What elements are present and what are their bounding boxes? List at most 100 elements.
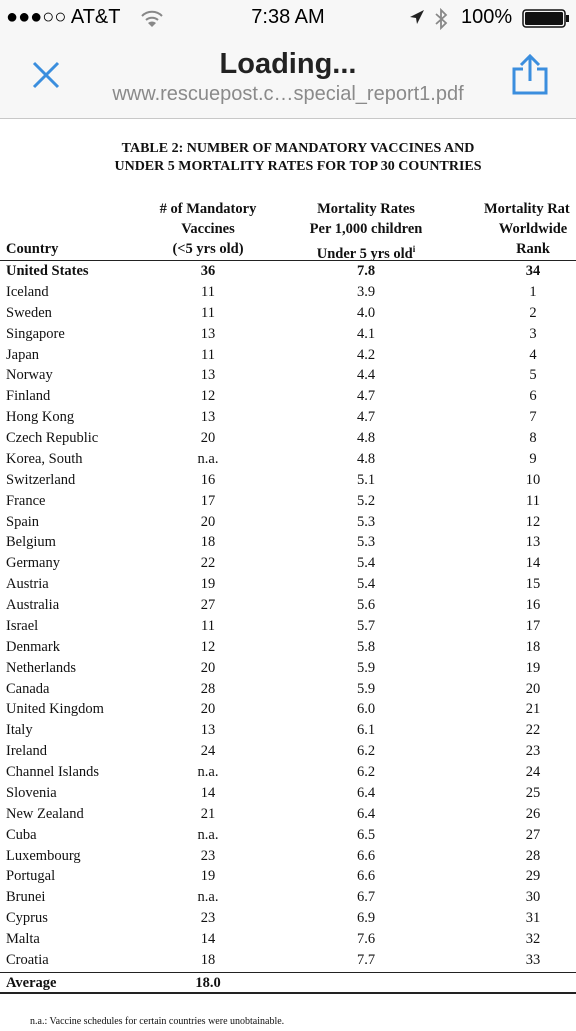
carrier: ●●●○○ AT&T [6, 6, 121, 28]
table-cell: 20 [200, 701, 216, 718]
table-cell: 17 [525, 617, 541, 634]
table-cell: 19 [525, 659, 541, 676]
table-cell: 4.7 [356, 388, 376, 405]
country: Portugal [6, 868, 56, 885]
column-header: Under 5 yrs oldi [316, 244, 416, 262]
country: Croatia [6, 952, 49, 968]
table-cell: 29 [525, 868, 541, 885]
table-cell: 4.0 [356, 304, 376, 321]
table-cell: 5.6 [356, 597, 376, 614]
rule [0, 992, 576, 994]
share-button[interactable] [510, 54, 550, 96]
country: Australia [6, 597, 60, 614]
table-cell: 20 [525, 680, 541, 697]
column-header: Vaccines [181, 221, 235, 237]
table-cell: 4.1 [356, 325, 376, 342]
table-cell: 24 [525, 764, 541, 781]
column-header: Worldwide [498, 221, 568, 237]
country: Cyprus [6, 910, 48, 927]
table-cell: 6 [529, 388, 537, 405]
column-header: Mortality Rat [484, 201, 570, 217]
country: United Kingdom [6, 701, 104, 718]
table-cell: 21 [525, 701, 541, 718]
country: Finland [6, 388, 51, 405]
table-cell: 22 [200, 555, 216, 572]
table-cell: n.a. [197, 826, 219, 843]
wifi-icon [141, 10, 163, 27]
table-cell: 7.7 [356, 952, 376, 968]
column-header: Rank [516, 241, 550, 257]
table-cell: 12 [200, 388, 216, 405]
country: Netherlands [6, 659, 77, 676]
country: Slovenia [6, 784, 57, 801]
table-cell: 25 [525, 784, 541, 801]
country: Switzerland [6, 471, 76, 488]
browser-chrome: ●●●○○ AT&T 7:38 AM 100% Loading... www.r… [0, 0, 576, 119]
country: Japan [6, 346, 40, 363]
url: www.rescuepost.c…special_report1.pdf [112, 83, 464, 105]
column-header: Per 1,000 children [309, 221, 423, 237]
table-cell: 7.6 [356, 931, 376, 948]
table-cell: 6.2 [356, 743, 376, 760]
country: Belgium [6, 534, 56, 551]
table-cell: 33 [525, 952, 541, 968]
table-cell: 27 [525, 826, 541, 843]
clock: 7:38 AM [251, 6, 325, 28]
country: Singapore [6, 325, 65, 342]
country: Malta [6, 931, 40, 948]
table-cell: 6.9 [356, 910, 376, 927]
table-cell: 7.8 [356, 263, 376, 279]
table-cell: 15 [525, 576, 541, 593]
table-cell: 1 [529, 283, 537, 300]
table-cell: 4.4 [356, 367, 376, 384]
country: Ireland [6, 743, 48, 760]
table-cell: 36 [200, 263, 216, 279]
rule [0, 260, 576, 261]
table-title: TABLE 2: NUMBER OF MANDATORY VACCINES AN… [121, 141, 475, 156]
table-cell: 30 [525, 889, 541, 906]
table-cell: 18 [525, 638, 541, 655]
table-cell: 23 [525, 743, 541, 760]
table-cell: 17 [200, 492, 216, 509]
table-cell: 18 [200, 534, 216, 551]
table-cell: 14 [200, 784, 216, 801]
table-cell: 20 [200, 513, 216, 530]
table-cell: 6.0 [356, 701, 376, 718]
table-cell: n.a. [197, 889, 219, 906]
close-button[interactable] [31, 60, 63, 92]
table-cell: 5.2 [356, 492, 376, 509]
country: France [6, 492, 46, 509]
column-header: Mortality Rates [317, 201, 415, 217]
country: Norway [6, 367, 53, 384]
table-cell: 3 [529, 325, 537, 342]
table-cell: 11 [201, 346, 215, 363]
page-title: Loading... [219, 48, 357, 80]
table-cell: 5.4 [356, 555, 376, 572]
table-cell: 10 [525, 471, 541, 488]
table-cell: 12 [525, 513, 541, 530]
table-cell: 19 [200, 868, 216, 885]
battery-icon [522, 9, 569, 28]
table-cell: 4.8 [356, 450, 376, 467]
table-cell: 9 [529, 450, 537, 467]
table-cell: 16 [200, 471, 216, 488]
table-cell: 26 [525, 805, 541, 822]
column-header: (<5 yrs old) [172, 241, 244, 257]
table-cell: n.a. [197, 450, 219, 467]
footnote-marker: i [412, 244, 416, 254]
table-cell: 14 [525, 555, 541, 572]
table-cell: 6.1 [356, 722, 376, 739]
table-cell: 5.3 [356, 513, 376, 530]
table-cell: 8 [529, 430, 537, 447]
table-cell: 5.7 [356, 617, 376, 634]
table-cell: 6.6 [356, 868, 376, 885]
table-cell: 16 [525, 597, 541, 614]
table-cell: 5.9 [356, 680, 376, 697]
table-cell: 31 [525, 910, 541, 927]
table-cell: 13 [200, 409, 216, 426]
country: Canada [6, 680, 50, 697]
table-cell: 22 [525, 722, 541, 739]
table-cell: 11 [201, 304, 215, 321]
country: Cuba [6, 826, 37, 843]
country: Channel Islands [6, 764, 100, 781]
